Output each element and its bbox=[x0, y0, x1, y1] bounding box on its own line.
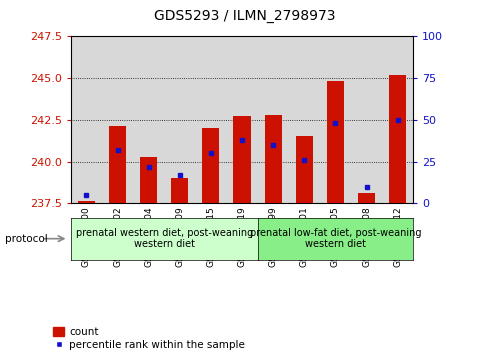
Bar bbox=[171, 178, 188, 203]
Text: prenatal western diet, post-weaning
western diet: prenatal western diet, post-weaning west… bbox=[76, 228, 252, 249]
Bar bbox=[140, 156, 157, 203]
Bar bbox=[264, 115, 281, 203]
Text: protocol: protocol bbox=[5, 234, 47, 244]
Bar bbox=[257, 36, 288, 203]
Legend: count, percentile rank within the sample: count, percentile rank within the sample bbox=[49, 323, 248, 354]
Bar bbox=[195, 36, 226, 203]
Bar bbox=[319, 36, 350, 203]
Bar bbox=[381, 36, 412, 203]
Bar bbox=[202, 128, 219, 203]
Bar bbox=[102, 36, 133, 203]
Bar bbox=[109, 126, 126, 203]
Bar bbox=[357, 193, 374, 203]
Bar bbox=[233, 117, 250, 203]
Bar bbox=[78, 201, 95, 203]
Bar bbox=[295, 136, 312, 203]
Bar bbox=[350, 36, 381, 203]
Text: GDS5293 / ILMN_2798973: GDS5293 / ILMN_2798973 bbox=[153, 9, 335, 23]
Bar bbox=[133, 36, 164, 203]
Bar bbox=[326, 81, 343, 203]
Text: prenatal low-fat diet, post-weaning
western diet: prenatal low-fat diet, post-weaning west… bbox=[249, 228, 420, 249]
Bar bbox=[71, 36, 102, 203]
Bar bbox=[288, 36, 319, 203]
Bar bbox=[388, 75, 406, 203]
Bar bbox=[226, 36, 257, 203]
Bar bbox=[164, 36, 195, 203]
